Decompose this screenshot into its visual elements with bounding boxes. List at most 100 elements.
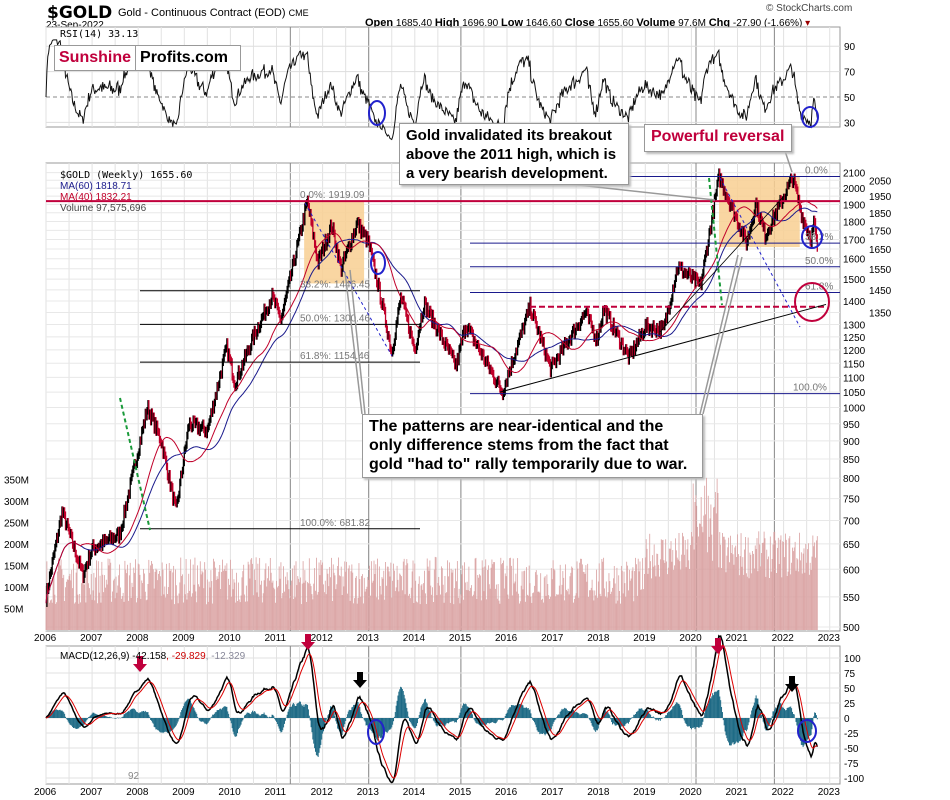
annotation-patterns: The patterns are near-identical and the … (362, 414, 703, 478)
year-label: 2020 (679, 787, 702, 798)
fib-right-label: 50.0% (805, 256, 833, 267)
fib-left-label: 38.2%: 1446.45 (300, 280, 370, 291)
callout-line (559, 182, 716, 201)
panel-frame (45, 26, 841, 128)
year-label: 2007 (80, 787, 103, 798)
year-label: 2010 (218, 633, 241, 644)
legend-ma40: MA(40) 1832.21 (60, 192, 132, 203)
fib-left-label: 61.8%: 1154.46 (300, 351, 370, 362)
price-tick: 500 (843, 623, 860, 634)
down-arrow-icon (353, 672, 367, 688)
logo: Sunshine Profits.com (54, 45, 242, 71)
price-tick: 1250 (843, 333, 866, 344)
year-label: 2019 (633, 787, 656, 798)
price-tick: 1550 (869, 265, 892, 276)
macd-tick: 0 (844, 714, 850, 725)
macd-corner-label: 92 (128, 771, 140, 782)
year-label: 2015 (449, 633, 472, 644)
macd-tick: -25 (844, 729, 859, 740)
legend-ma60: MA(60) 1818.71 (60, 181, 132, 192)
down-arrow-icon (711, 638, 725, 654)
chg-value: -27.90 (-1.66%) (732, 18, 803, 29)
price-tick: 1200 (843, 346, 866, 357)
macd-label: MACD(12,26,9) -42.158, -29.829, -12.329 (60, 651, 246, 662)
year-label: 2021 (726, 787, 749, 798)
date: 23-Sep-2022 (46, 20, 104, 31)
price-tick: 750 (843, 495, 860, 506)
macd-hist-value: , -12.329 (206, 651, 246, 662)
price-tick: 800 (843, 474, 860, 485)
fib-left-label: 0.0%: 1919.09 (300, 190, 365, 201)
macd-tick: -50 (844, 744, 859, 755)
price-tick: 1800 (843, 217, 866, 228)
annotation-breakout: Gold invalidated its breakout above the … (399, 123, 629, 185)
highlight-circle (368, 100, 386, 126)
price-tick: 1600 (843, 255, 866, 266)
macd-tick: 75 (844, 669, 856, 680)
price-tick: 1650 (869, 245, 892, 256)
highlight-circle (370, 251, 386, 275)
year-label: 2021 (726, 633, 749, 644)
price-tick: 1100 (843, 373, 865, 384)
volume-tick: 50M (4, 605, 23, 616)
name: Gold - Continuous Contract (EOD) (118, 7, 286, 19)
price-tick: 1400 (843, 297, 866, 308)
price-tick: 850 (843, 455, 860, 466)
legend-price: $GOLD (Weekly) 1655.60 (60, 170, 192, 181)
price-tick: 1350 (869, 309, 892, 320)
highlight-circle (801, 106, 819, 128)
exchange: CME (288, 8, 309, 18)
down-arrow-icon (785, 676, 799, 692)
year-label: 2022 (772, 787, 795, 798)
year-label: 2010 (218, 787, 241, 798)
year-label: 2008 (126, 633, 149, 644)
symbol: $GOLD (47, 3, 113, 23)
price-tick: 2050 (869, 176, 892, 187)
price-tick: 2100 (843, 169, 866, 180)
macd-signal-value: , -29.829 (166, 651, 206, 662)
highlight-circle (797, 719, 817, 743)
year-label: 2023 (818, 787, 841, 798)
macd-tick: 25 (844, 699, 856, 710)
fib-right-label: 0.0% (805, 165, 828, 176)
price-tick: 1900 (843, 200, 866, 211)
down-arrow-icon (301, 634, 315, 650)
macd-tick: -100 (844, 774, 864, 785)
source-credit: © StockCharts.com (766, 3, 853, 14)
volume-tick: 100M (4, 583, 29, 594)
macd-line (45, 634, 819, 784)
highlight-circle (801, 225, 823, 249)
price-tick: 2000 (843, 184, 866, 195)
volume-tick: 150M (4, 562, 29, 573)
trend-line-2 (659, 195, 785, 333)
volume-tick: 200M (4, 540, 29, 551)
year-label: 2012 (311, 787, 334, 798)
year-label: 2008 (126, 787, 149, 798)
year-label: 2013 (357, 633, 380, 644)
open-value: 1685.40 (395, 18, 433, 29)
ma60-line (45, 207, 818, 604)
year-label: 2011 (265, 787, 287, 798)
macd-signal-line (45, 644, 818, 779)
green-dashed-line (119, 397, 151, 531)
fib-left-label: 50.0%: 1300.46 (300, 313, 370, 324)
volume-value: 97.6M (678, 18, 706, 29)
year-label: 2022 (772, 633, 795, 644)
callout-line (349, 269, 366, 415)
open-label: Open (365, 17, 394, 29)
macd-tick: 50 (844, 684, 856, 695)
price-tick: 1950 (869, 192, 892, 203)
price-tick: 550 (843, 593, 860, 604)
price-tick: 1000 (843, 404, 866, 415)
rsi-tick: 30 (844, 118, 856, 129)
volume-tick: 250M (4, 519, 29, 530)
rsi-line (45, 39, 818, 141)
price-tick: 900 (843, 437, 860, 448)
chg-label: Chg (708, 17, 731, 29)
year-label: 2015 (449, 787, 472, 798)
price-tick: 1050 (843, 388, 866, 399)
year-label: 2017 (541, 787, 564, 798)
volume-tick: 300M (4, 497, 29, 508)
price-tick: 1300 (843, 320, 866, 331)
target-circle (794, 282, 830, 322)
